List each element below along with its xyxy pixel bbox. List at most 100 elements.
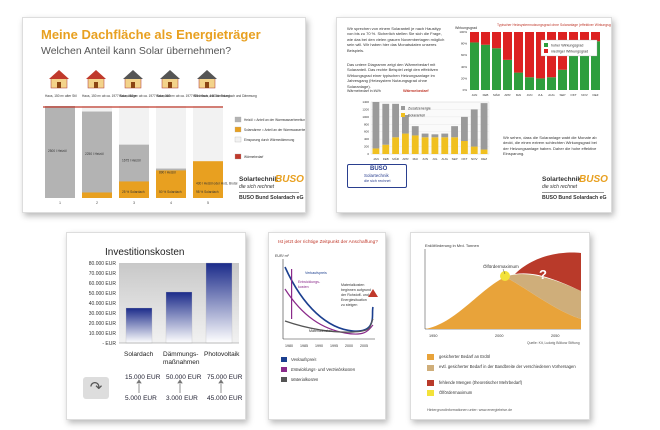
chart1-bar-high [492,48,501,90]
chart1-bar-high [536,78,545,90]
card4-annot-verkauf: Verkaufspreis [305,271,327,275]
chart2-ytick: 1400 [362,100,369,104]
card1-subtitle: Welchen Anteil kann Solar übernehmen? [41,45,232,57]
chart2-xtick: SEP [452,157,458,161]
chart1-ytick: 100% [459,30,467,34]
chart2-legend-label: Zusatzenergie [408,107,431,111]
card3-title: Investitionskosten [105,247,185,258]
x-tick: 3 [133,201,135,205]
chart2-xtick: OKT [461,157,467,161]
chart2-ytick: 1200 [362,107,369,111]
house-door [168,82,172,88]
chart2-bar-extra [372,102,380,149]
chart2-bar-solar [461,141,468,154]
chart2-bar-solar [392,137,399,154]
bar-solar [119,181,149,198]
card4-annot-mat-4: Energiesituation [341,298,367,302]
card5-xtick-3: 2050 [551,334,560,338]
chart2-legend-swatch [401,113,405,117]
card4-xtick-2: 1985 [300,344,308,348]
y-tick: 70.000 EUR [89,271,117,277]
y-tick: 30.000 EUR [89,311,117,317]
chart2-ylabel: Wärmebedarf in kWh [347,89,381,93]
chart1-xtick: NOV [581,93,588,97]
line-material-costs [284,318,374,333]
bar-label: 2500 l Heizöl [48,149,67,153]
chart1-ytick: 40% [461,65,467,69]
chart1-bar-high [481,44,490,90]
card4-legend-swatch-1 [281,357,287,362]
bar [165,291,193,344]
card2-charts: Wirkungsgrad Typischer Heizsystemnutzungs… [347,23,612,161]
chart1-xtick: MÄR [493,93,501,97]
card3-cat-2a: Dämmungs- [163,351,199,358]
card4-xtick-1: 1980 [285,344,293,348]
card3-top-value-2: 50.000 EUR [166,374,202,381]
x-tick: 2 [96,201,98,205]
chart2-xtick: JUN [422,157,428,161]
chart2-bar-solar [441,137,449,154]
house-roof [197,70,217,79]
chart2-bar-solar [402,133,409,154]
chart1-bar-low [481,32,490,45]
card2-paragraph3: Wir sehen, dass die Solaranlage wabt die… [503,135,597,157]
card4-xtick-4: 1995 [330,344,338,348]
legend-swatch [234,126,242,133]
card1-brand-logo: BUSO [275,174,304,185]
card1-brand-footer: BUSO Bund Solardach eG [239,195,304,201]
chart1-xtick: AUG [548,93,555,97]
card-oil: Erdölförderung in Mrd. Tonnen Ölförderma… [410,232,590,420]
chart2-ytick: 1000 [362,115,369,119]
legend-label: Heizöl = Anteil an der Warmwasserbereitu… [244,118,306,122]
x-tick: 5 [207,201,209,205]
chart2-ytick: 0 [367,152,369,156]
card4-annot-entw-2: kosten [298,285,309,289]
chart2-xtick: JUL [432,157,438,161]
chart2-bar-extra [431,134,439,138]
house-label: HEH Haus, 150 m² Solardach und Dämmung [193,94,257,98]
warning-triangle [368,289,378,297]
bar-label: 890 l Heizöl [159,170,176,174]
chart1-ytick: 20% [461,76,467,80]
card2-paragraph2: Das untere Diagramm zeigt den Wärmebedar… [347,62,439,89]
chart1-bar-high [591,41,600,90]
card5-peak-label: Ölfördermaximum [483,264,519,269]
area-missing [515,252,581,291]
chart1-title: Typischer Heizsystemnutzungsgrad ohne So… [497,23,612,27]
house-door [57,82,61,88]
card3-chart: 80.000 EUR 70.000 EUR 60.000 EUR 50.000 EUR… [89,261,239,347]
solar-label: 98 % Solardach [196,190,219,194]
card-efficiency: Wir sprechen von einem Solaranteil je na… [336,17,612,213]
card2-paragraph1: Wir sprechen von einem Solaranteil je na… [347,26,445,53]
chart2-bar-extra [470,109,478,147]
legend-swatch [234,116,242,123]
house-door [94,82,98,88]
chart2-legend-swatch [401,106,405,110]
legend-swatch [234,153,242,160]
chart1-xtick: FEB [483,93,489,97]
house-door [131,82,135,88]
bar-label: 430 l Heizöl oder Holz, Brutal [196,181,238,185]
chart2-bar-solar [431,137,439,154]
card3-cat-2b: maßnahmen [163,359,200,366]
chart1-ytick: 80% [461,42,467,46]
chart2-bar-solar [470,146,478,154]
card5-source: Quelle: Kit, Ludwig Bölkow Stiftung [527,341,580,345]
card5-question: ? [539,267,547,282]
bar-solar [82,192,112,198]
bar-solar [156,170,186,198]
area-possible [505,274,581,319]
chart2-bar-solar [421,137,429,154]
bar-label: 1675 l Heizöl [122,158,141,162]
chart1-bar-high [514,72,523,90]
solar-label: 25 % Solardach [122,190,145,194]
line-dev-costs [284,288,374,335]
card2-brand-tag: die sich rechnet [542,184,578,190]
card3-arrows [136,379,224,393]
chart2-bar-extra [392,103,399,138]
bar [125,307,153,344]
card2-brand-logo: BUSO [579,174,608,185]
chart2-ytick: 200 [364,145,369,149]
card3-bottom-value-2: 3.000 EUR [166,395,198,402]
chart2-xtick: JAN [373,157,379,161]
